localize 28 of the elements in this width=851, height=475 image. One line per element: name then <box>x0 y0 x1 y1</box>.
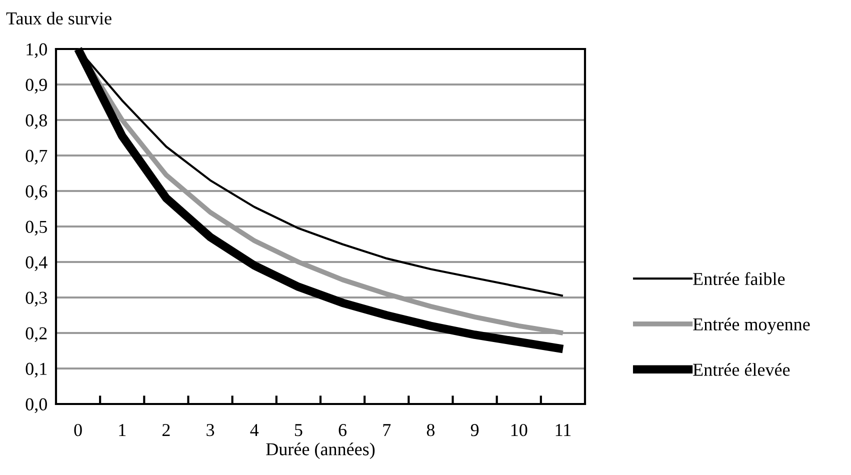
y-tick-label: 0,5 <box>26 220 47 236</box>
x-tick-label: 4 <box>250 424 259 436</box>
legend-label: Entrée élevée <box>693 363 790 376</box>
y-tick-label: 0,4 <box>26 256 48 272</box>
x-tick-label: 10 <box>511 424 528 436</box>
y-axis-title: Taux de survie <box>6 12 112 25</box>
x-tick-label: 1 <box>119 424 126 436</box>
y-tick-label: 0,6 <box>26 185 48 200</box>
x-tick-label: 2 <box>162 424 170 436</box>
x-tick-label: 9 <box>470 424 479 436</box>
y-tick-label: 0,8 <box>26 114 47 130</box>
x-tick-label: 7 <box>383 424 391 436</box>
x-tick-label: 8 <box>426 424 435 436</box>
x-tick-label: 5 <box>294 424 302 436</box>
x-axis-title: Durée (années) <box>266 442 375 459</box>
y-tick-label: 0,0 <box>26 398 47 414</box>
y-tick-label: 0,7 <box>26 150 48 165</box>
x-tick-label: 6 <box>338 424 347 436</box>
y-tick-label: 0,1 <box>26 362 47 378</box>
x-tick-label: 3 <box>206 424 214 436</box>
y-tick-label: 1,0 <box>26 43 47 58</box>
legend-label: Entrée moyenne <box>693 318 810 334</box>
x-tick-label: 11 <box>556 424 571 436</box>
y-tick-label: 0,2 <box>26 327 47 342</box>
y-tick-label: 0,3 <box>26 292 47 307</box>
y-tick-label: 0,9 <box>26 78 47 94</box>
legend-label: Entrée faible <box>693 272 785 286</box>
x-tick-label: 0 <box>74 424 82 436</box>
